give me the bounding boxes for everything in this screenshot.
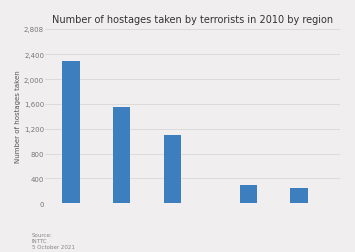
Bar (290, 188, 308, 203)
Title: Number of hostages taken by terrorists in 2010 by region: Number of hostages taken by terrorists i… (52, 15, 333, 25)
Bar (240, 185, 257, 203)
Bar (113, 108, 131, 203)
Text: Source:
INTTC
5 October 2021: Source: INTTC 5 October 2021 (32, 232, 75, 249)
Bar (62, 61, 80, 203)
Bar (164, 136, 181, 203)
Y-axis label: Number of hostages taken: Number of hostages taken (15, 70, 21, 163)
